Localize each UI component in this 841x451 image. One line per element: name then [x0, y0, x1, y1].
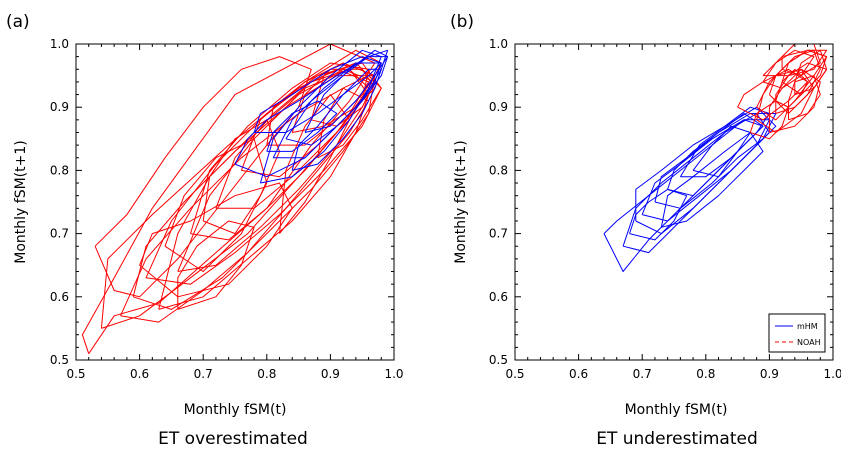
panel-b-trajectory-red-12	[775, 62, 828, 114]
panel-b-trajectory-red-19	[756, 68, 815, 133]
panel-a-trajectory-red-14	[164, 138, 268, 272]
panel-b-x-tick-label: 0.5	[505, 367, 524, 381]
panel-b-y-tick-label: 0.6	[489, 290, 508, 304]
panel-a-trajectory-red-15	[202, 119, 280, 235]
panel-b-trajectory-blue-8	[629, 188, 688, 241]
panel-a-x-tick-label: 1.0	[384, 367, 403, 381]
panel-a-y-tick-label: 0.5	[50, 353, 69, 367]
panel-b-x-tick-label: 0.7	[633, 367, 652, 381]
panel-a-trajectory-blue-27	[266, 100, 338, 152]
panel-a-trajectory-blue-23	[285, 56, 389, 146]
panel-a-trajectory-blue-25	[291, 68, 382, 171]
panel-b: (b) 0.5 0.6 0.7 0.8 0.9 1.0 0.5 0.6 0.7 0.8 0.9 1.0…	[450, 12, 841, 449]
panel-a-x-tick-label: 0.7	[194, 367, 213, 381]
panel-b-trajectory-red-11	[768, 49, 821, 114]
panel-b-y-tick-label: 1.0	[489, 37, 508, 51]
panel-a-y-tick-label: 0.7	[50, 227, 69, 241]
legend-box	[768, 313, 826, 353]
panel-a-trajectory-red-19	[139, 182, 293, 298]
panel-b-y-tick-label: 0.7	[489, 227, 508, 241]
panel-b-axes: 0.5 0.6 0.7 0.8 0.9 1.0 0.5 0.6 0.7 0.8 0.9 1.0	[489, 37, 841, 381]
panel-a-trajectory-blue-26	[304, 49, 389, 133]
panel-a-y-axis-label: Monthly fSM(t+1)	[13, 140, 29, 263]
panel-b-trajectory-red-20	[737, 68, 809, 121]
panel-a-trajectory-red-7	[177, 68, 376, 272]
panel-b-trajectory-blue-5	[660, 132, 764, 228]
panel-a-x-tick-label: 0.5	[66, 367, 85, 381]
panel-a-trajectory-red-3	[120, 87, 370, 323]
panel-a-x-tick-label: 0.6	[130, 367, 149, 381]
panel-a-axes: 0.5 0.6 0.7 0.8 0.9 1.0 0.5 0.6 0.7 0.8 0.9 1.0	[50, 37, 404, 381]
panel-a-y-tick-label: 0.9	[50, 100, 69, 114]
panel-a-trajectory-red-12	[291, 68, 376, 133]
panel-b-plot	[603, 44, 828, 272]
panel-b-trajectory-blue-6	[667, 113, 764, 197]
panel-a-x-tick-label: 0.9	[321, 367, 340, 381]
panel-b-y-tick-label: 0.8	[489, 163, 508, 177]
panel-a-trajectory-red-17	[177, 220, 255, 310]
legend-label-mhm: mHM	[797, 322, 818, 331]
panel-a: (a) 0.5 0.6 0.7 0.8 0.9 1.0 0.5 0.6 0.7 0.8 0.9 1.0…	[6, 12, 404, 449]
panel-b-trajectory-red-18	[781, 44, 821, 77]
panel-a-y-tick-label: 0.6	[50, 290, 69, 304]
panel-b-y-tick-label: 0.9	[489, 100, 508, 114]
panel-a-x-axis-label: Monthly fSM(t)	[184, 402, 287, 418]
legend-label-noah: NOAH	[797, 338, 821, 347]
panel-a-frame	[75, 43, 395, 361]
panel-b-y-axis-label: Monthly fSM(t+1)	[453, 140, 469, 263]
panel-a-plot	[81, 44, 389, 354]
panel-b-trajectory-blue-2	[635, 106, 777, 235]
legend: mHM NOAH	[768, 313, 826, 353]
panel-b-frame	[514, 43, 834, 361]
panel-a-label: (a)	[6, 12, 30, 32]
panel-a-trajectory-blue-22	[272, 62, 382, 159]
panel-b-x-tick-label: 1.0	[823, 367, 841, 381]
panel-a-y-tick-label: 0.8	[50, 163, 69, 177]
panel-b-x-tick-label: 0.8	[696, 367, 715, 381]
panel-b-x-tick-label: 0.9	[760, 367, 779, 381]
panel-b-trajectory-red-23	[775, 68, 809, 108]
panel-a-trajectory-blue-24	[253, 56, 382, 133]
panel-a-x-tick-label: 0.8	[257, 367, 276, 381]
panel-a-trajectory-red-4	[132, 75, 376, 310]
panel-b-y-tick-label: 0.5	[489, 353, 508, 367]
panel-a-trajectory-red-16	[279, 94, 350, 234]
panel-b-trajectory-red-17	[768, 68, 821, 133]
panel-b-caption: ET underestimated	[596, 429, 758, 449]
panel-a-y-tick-label: 1.0	[50, 37, 69, 51]
panel-b-x-tick-label: 0.6	[569, 367, 588, 381]
panel-b-trajectory-blue-0	[603, 119, 764, 272]
panel-a-trajectory-red-9	[215, 68, 370, 209]
panel-a-caption: ET overestimated	[158, 429, 308, 449]
panel-b-x-axis-label: Monthly fSM(t)	[625, 402, 728, 418]
panel-b-label: (b)	[450, 12, 474, 32]
